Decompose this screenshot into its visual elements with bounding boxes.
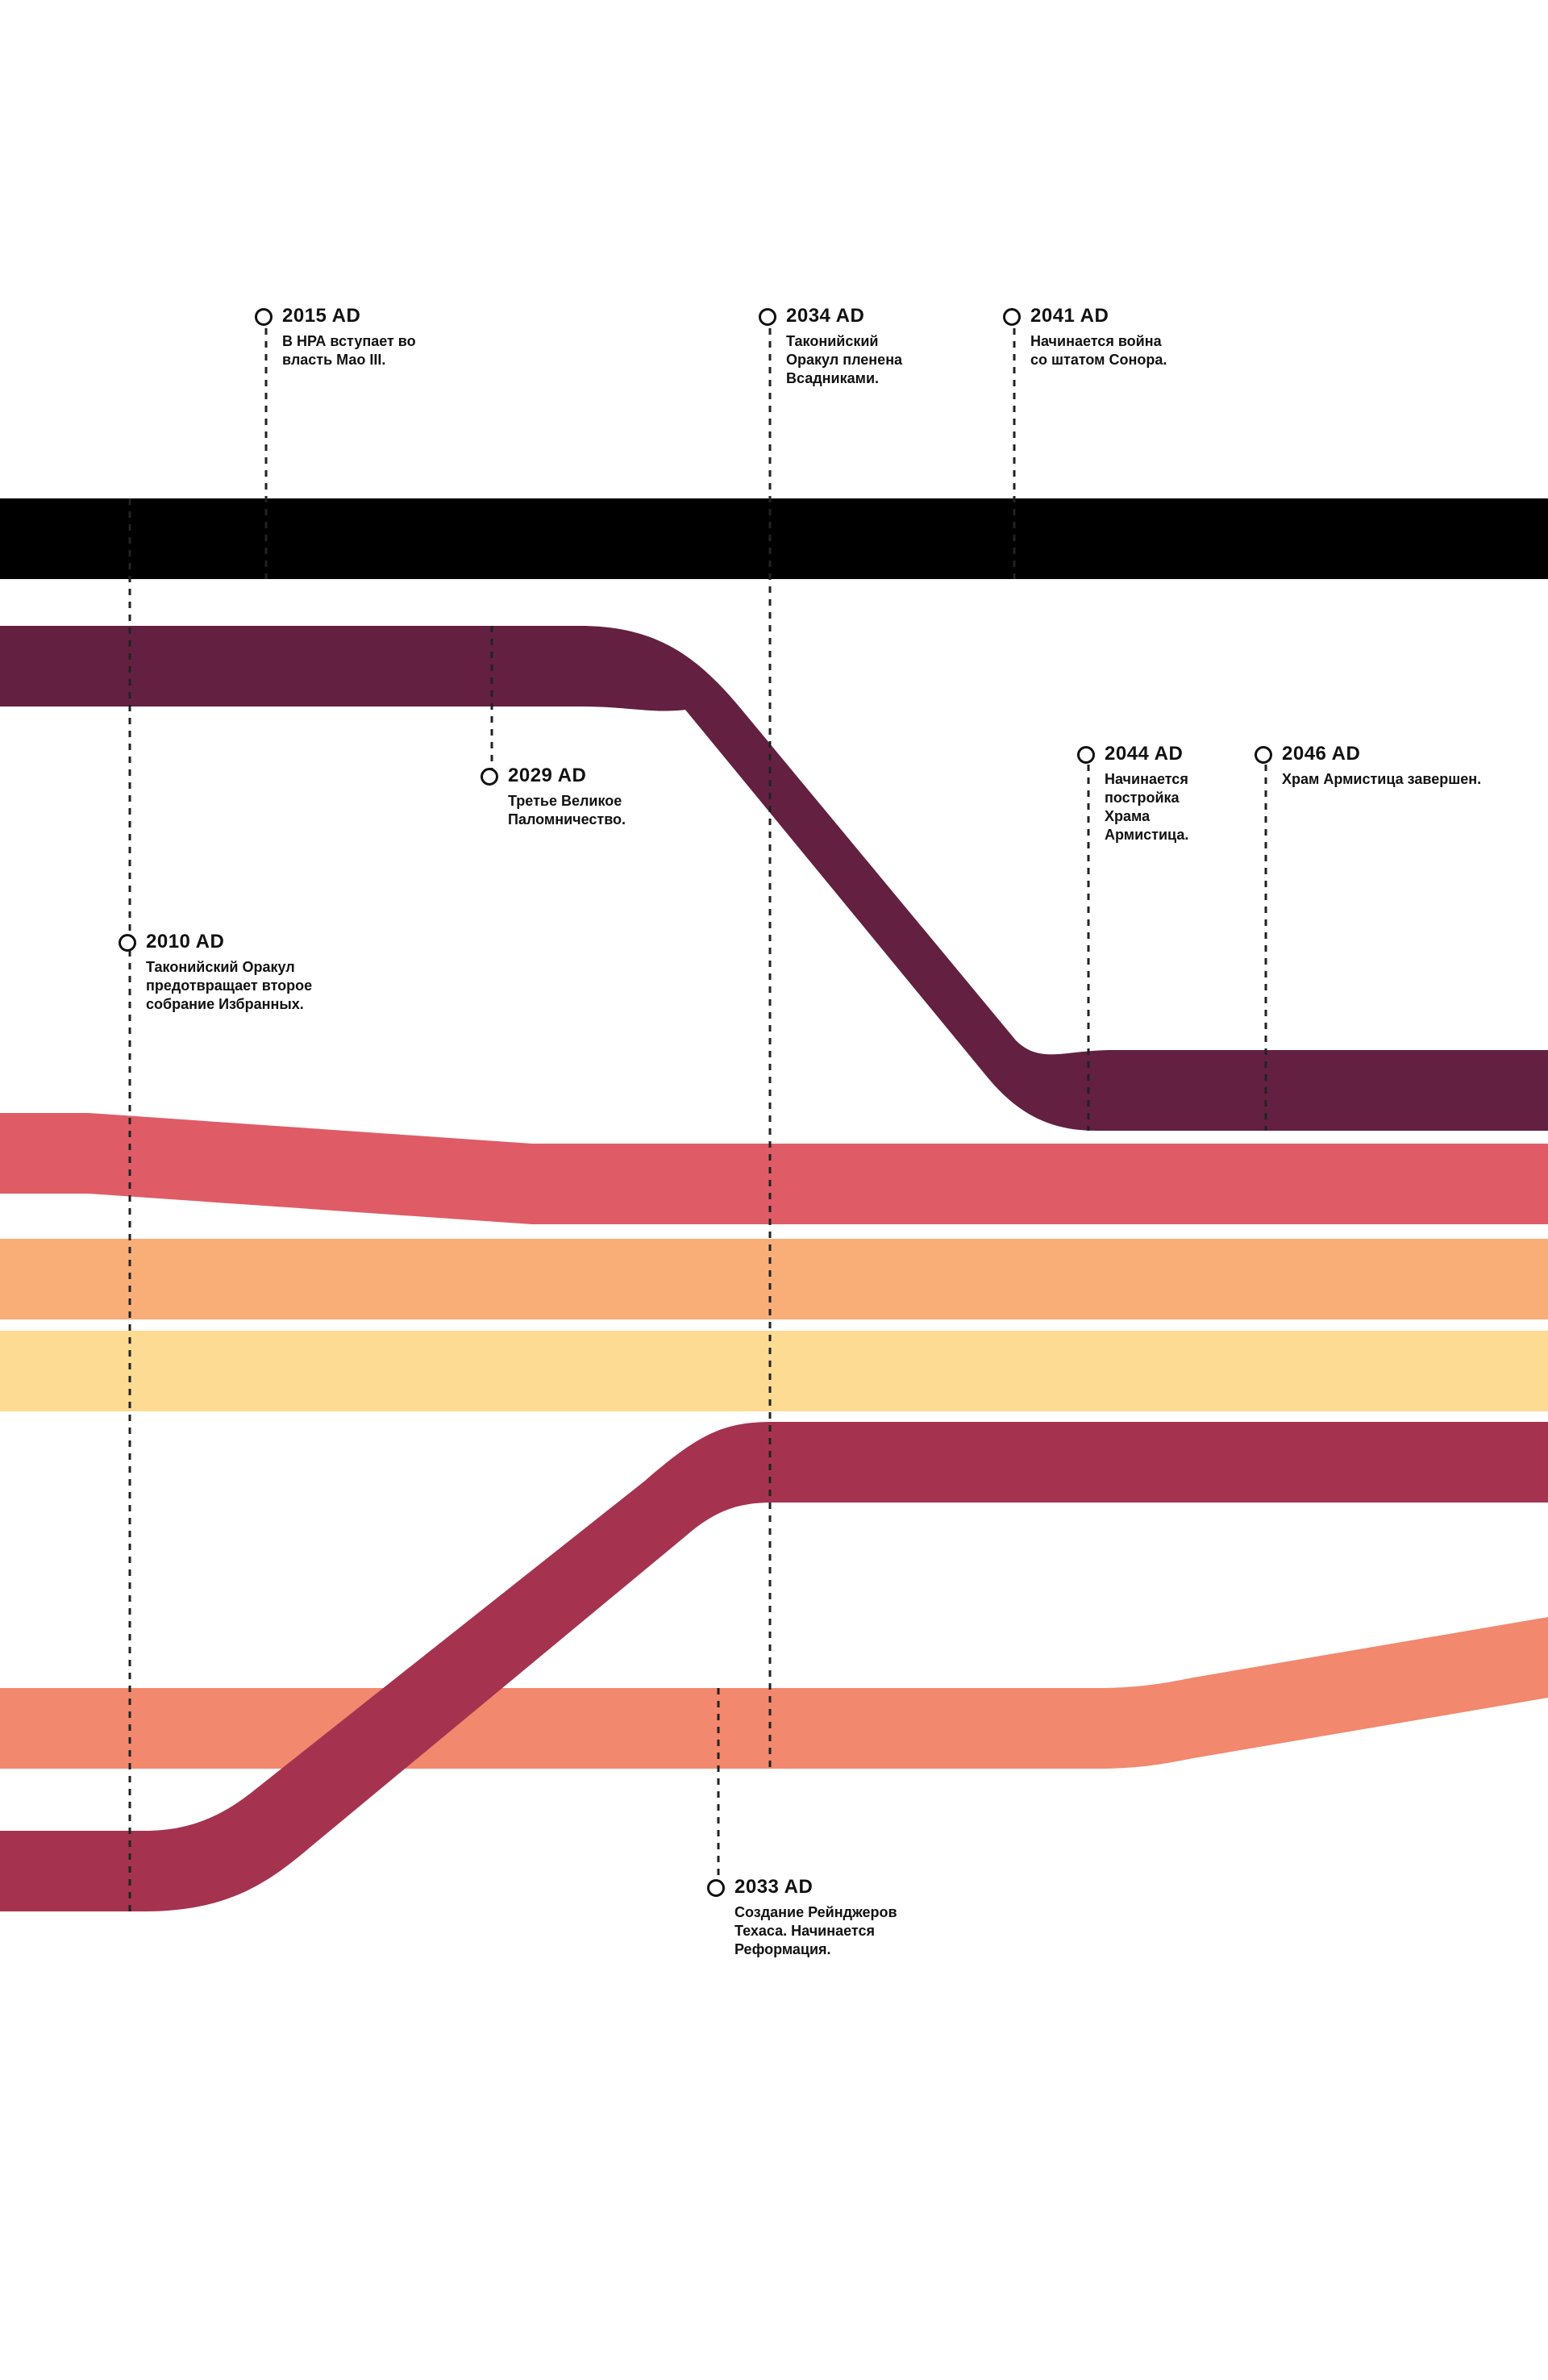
- stream-light-orange: [0, 1239, 1548, 1319]
- event-year: 2034 AD: [786, 305, 865, 327]
- event-description: Таконийский Оракул предотвращает второе …: [146, 959, 313, 1012]
- stream-black: [0, 498, 1548, 579]
- event-year: 2010 AD: [146, 931, 225, 952]
- event-year: 2044 AD: [1105, 743, 1184, 765]
- stream-pale-yellow: [0, 1331, 1548, 1411]
- event-marker-icon: [1255, 746, 1272, 764]
- event-description: Создание Рейнджеров Техаса. Начинается Р…: [734, 1904, 897, 1957]
- stream-coral-red: [0, 1113, 1548, 1224]
- event-year: 2033 AD: [734, 1876, 814, 1898]
- event-year: 2041 AD: [1030, 305, 1109, 327]
- event-marker-icon: [119, 934, 136, 952]
- event-marker-icon: [707, 1879, 725, 1897]
- event-year: 2015 AD: [282, 305, 361, 327]
- event-marker-icon: [481, 768, 498, 786]
- event-description: Начинается война со штатом Сонора.: [1030, 333, 1167, 368]
- event-marker-icon: [759, 308, 776, 326]
- event-marker-icon: [255, 308, 273, 326]
- stream-crimson: [0, 1422, 1548, 1911]
- event-description: В НРА вступает во власть Мао III.: [282, 333, 416, 368]
- stream-dark-purple: [0, 626, 1548, 1131]
- event-description: Третье Великое Паломничество.: [508, 793, 626, 827]
- stream-salmon: [0, 1617, 1548, 1769]
- event-marker-icon: [1077, 746, 1095, 764]
- event-description: Таконийский Оракул пленена Всадниками.: [786, 333, 903, 386]
- event-marker-icon: [1003, 308, 1021, 326]
- event-year: 2029 AD: [508, 765, 587, 786]
- event-description: Начинается постройка Храма Армистица.: [1105, 771, 1189, 843]
- event-year: 2046 AD: [1282, 743, 1361, 765]
- event-description: Храм Армистица завершен.: [1282, 771, 1482, 787]
